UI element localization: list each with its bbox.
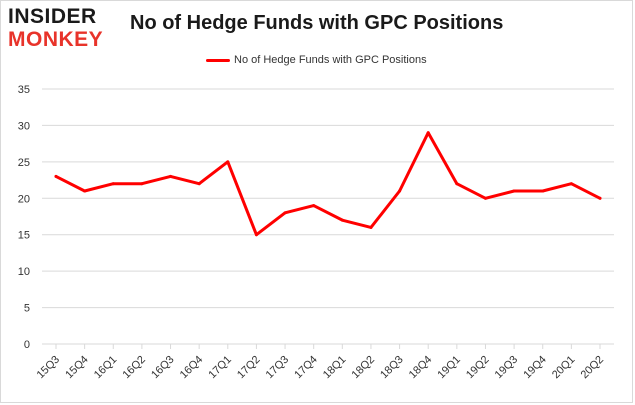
data-point-18Q4 <box>426 131 430 135</box>
legend-swatch <box>206 58 230 62</box>
data-point-17Q4 <box>312 204 316 208</box>
x-tick-label-17Q3: 17Q3 <box>264 354 292 382</box>
y-tick-label-0: 0 <box>24 339 30 351</box>
x-tick-label-18Q4: 18Q4 <box>407 354 435 382</box>
y-tick-label-5: 5 <box>24 303 30 315</box>
y-tick-label-25: 25 <box>18 157 30 169</box>
y-tick-label-20: 20 <box>18 193 30 205</box>
logo-text-monkey: MONKEY <box>8 28 104 51</box>
data-point-18Q1 <box>340 218 344 222</box>
chart-legend: No of Hedge Funds with GPC Positions <box>206 54 427 66</box>
data-point-16Q2 <box>140 182 144 186</box>
data-point-18Q2 <box>369 225 373 229</box>
data-point-20Q2 <box>598 196 602 200</box>
y-tick-label-30: 30 <box>18 120 30 132</box>
data-point-15Q3 <box>54 174 58 178</box>
y-tick-label-35: 35 <box>18 84 30 96</box>
logo-text-insider: INSIDER <box>8 5 97 28</box>
data-point-19Q2 <box>483 196 487 200</box>
x-tick-label-17Q2: 17Q2 <box>235 354 263 382</box>
x-tick-label-19Q4: 19Q4 <box>521 354 549 382</box>
x-tick-label-20Q2: 20Q2 <box>579 354 607 382</box>
x-tick-label-17Q4: 17Q4 <box>292 354 320 382</box>
x-tick-label-18Q1: 18Q1 <box>321 354 349 382</box>
x-tick-label-19Q1: 19Q1 <box>435 354 463 382</box>
chart-title: No of Hedge Funds with GPC Positions <box>130 12 504 34</box>
x-tick-label-15Q4: 15Q4 <box>63 354 91 382</box>
insider-monkey-logo: INSIDER MONKEY <box>8 6 118 52</box>
x-tick-label-19Q3: 19Q3 <box>493 354 521 382</box>
data-point-18Q3 <box>398 189 402 193</box>
x-tick-label-18Q3: 18Q3 <box>378 354 406 382</box>
data-point-19Q4 <box>541 189 545 193</box>
x-tick-label-18Q2: 18Q2 <box>350 354 378 382</box>
data-point-15Q4 <box>83 189 87 193</box>
y-tick-label-10: 10 <box>18 266 30 278</box>
series-line-0 <box>54 131 602 237</box>
legend-label: No of Hedge Funds with GPC Positions <box>234 54 427 66</box>
data-point-16Q3 <box>169 174 173 178</box>
data-point-17Q3 <box>283 211 287 215</box>
x-tick-label-16Q3: 16Q3 <box>149 354 177 382</box>
x-tick-label-16Q1: 16Q1 <box>92 354 120 382</box>
data-point-19Q1 <box>455 182 459 186</box>
x-tick-label-16Q2: 16Q2 <box>120 354 148 382</box>
x-tick-label-19Q2: 19Q2 <box>464 354 492 382</box>
data-point-19Q3 <box>512 189 516 193</box>
x-tick-label-16Q4: 16Q4 <box>178 354 206 382</box>
x-tick-label-17Q1: 17Q1 <box>206 354 234 382</box>
data-point-17Q1 <box>226 160 230 164</box>
y-tick-label-15: 15 <box>18 230 30 242</box>
data-point-16Q4 <box>197 182 201 186</box>
x-tick-label-15Q3: 15Q3 <box>35 354 63 382</box>
data-point-17Q2 <box>254 233 258 237</box>
data-point-16Q1 <box>111 182 115 186</box>
x-tick-label-20Q1: 20Q1 <box>550 354 578 382</box>
data-point-20Q1 <box>569 182 573 186</box>
